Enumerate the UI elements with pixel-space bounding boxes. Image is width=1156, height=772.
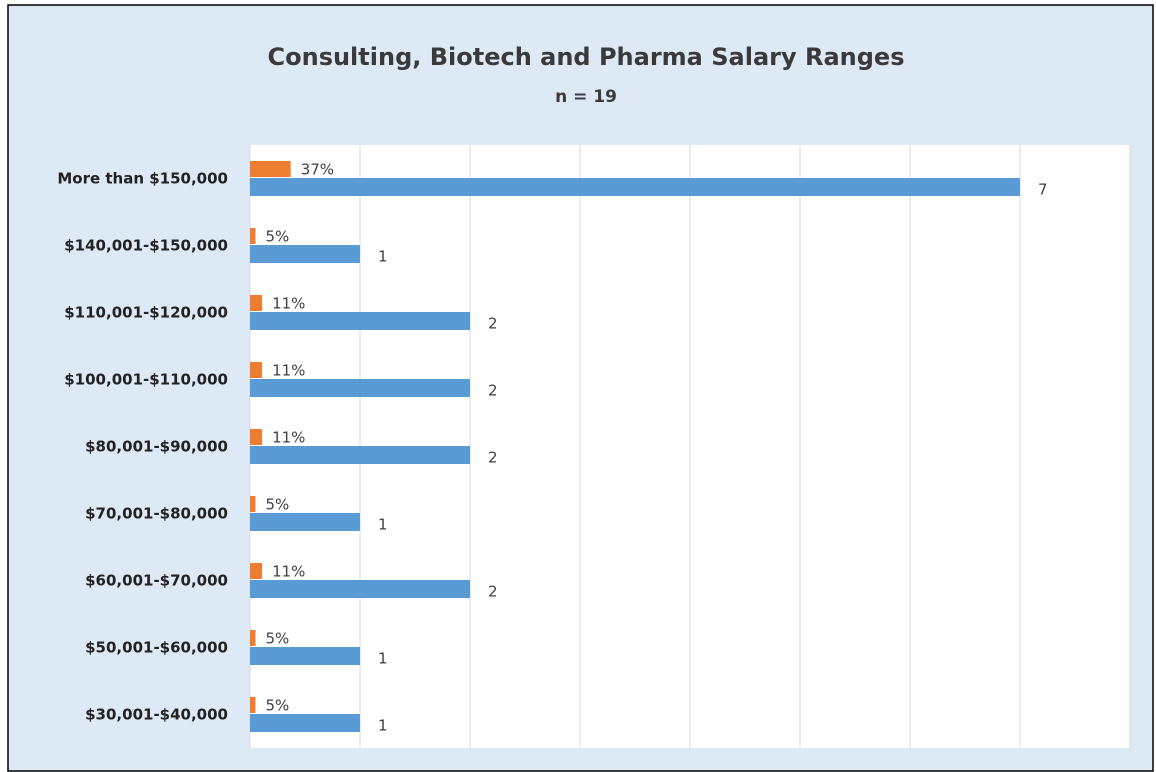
data-label: 11% <box>272 429 305 447</box>
bar <box>250 563 263 579</box>
data-label: 5% <box>266 630 290 648</box>
bar <box>250 178 1020 196</box>
chart-subtitle: n = 19 <box>555 87 617 107</box>
bar <box>250 295 263 311</box>
bar <box>250 362 263 378</box>
data-label: 2 <box>488 315 498 333</box>
y-tick-label: $80,001-$90,000 <box>85 438 228 456</box>
bar <box>250 496 256 512</box>
data-label: 11% <box>272 295 305 313</box>
data-label: 2 <box>488 583 498 601</box>
bar <box>250 513 360 531</box>
data-label: 5% <box>266 697 290 715</box>
bar <box>250 312 470 330</box>
data-label: 7 <box>1038 181 1048 199</box>
y-tick-label: $70,001-$80,000 <box>85 505 228 523</box>
data-label: 1 <box>378 248 388 266</box>
bar <box>250 446 470 464</box>
bar <box>250 630 256 646</box>
bar <box>250 245 360 263</box>
y-tick-label: $30,001-$40,000 <box>85 706 228 724</box>
y-tick-label: More than $150,000 <box>57 170 228 188</box>
bar <box>250 379 470 397</box>
y-tick-label: $50,001-$60,000 <box>85 639 228 657</box>
y-tick-label: $60,001-$70,000 <box>85 572 228 590</box>
data-label: 5% <box>266 228 290 246</box>
bar <box>250 228 256 244</box>
y-tick-label: $110,001-$120,000 <box>64 304 228 322</box>
data-label: 1 <box>378 717 388 735</box>
bar <box>250 429 263 445</box>
chart-title: Consulting, Biotech and Pharma Salary Ra… <box>268 43 905 71</box>
data-label: 2 <box>488 449 498 467</box>
data-label: 1 <box>378 516 388 534</box>
bar <box>250 161 291 177</box>
data-label: 1 <box>378 650 388 668</box>
y-tick-label: $140,001-$150,000 <box>64 237 228 255</box>
data-label: 5% <box>266 496 290 514</box>
data-label: 11% <box>272 362 305 380</box>
bar <box>250 697 256 713</box>
bar <box>250 580 470 598</box>
data-label: 11% <box>272 563 305 581</box>
bar <box>250 714 360 732</box>
data-label: 2 <box>488 382 498 400</box>
y-tick-label: $100,001-$110,000 <box>64 371 228 389</box>
bar <box>250 647 360 665</box>
data-label: 37% <box>301 161 334 179</box>
